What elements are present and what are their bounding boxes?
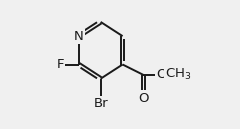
Text: CH$_3$: CH$_3$ [165, 67, 191, 82]
Text: F: F [57, 58, 64, 71]
Text: O: O [138, 92, 149, 104]
Text: O: O [156, 68, 167, 81]
Text: N: N [74, 30, 84, 43]
Text: Br: Br [93, 97, 108, 110]
